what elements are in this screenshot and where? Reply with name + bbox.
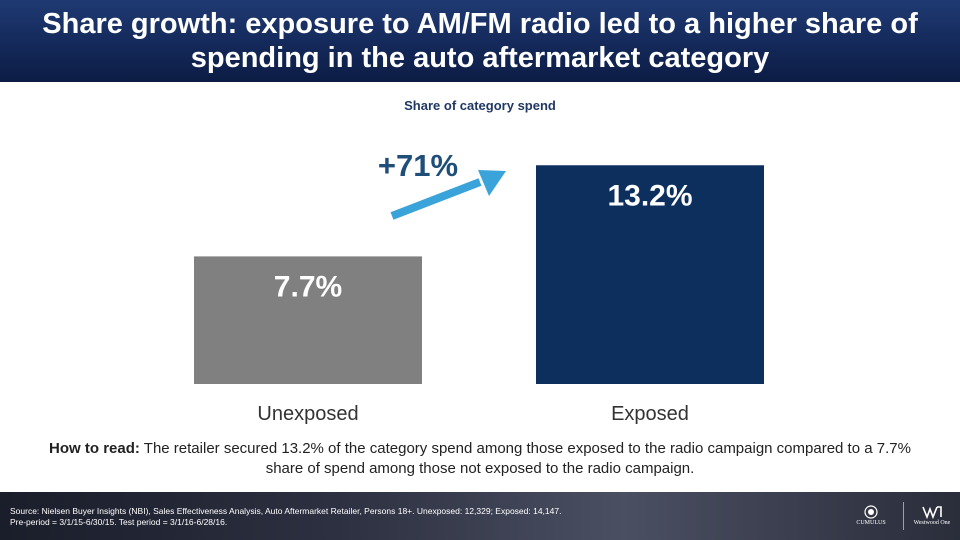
chart-title: Share of category spend (404, 98, 556, 113)
bar-exposed (536, 165, 764, 384)
how-to-read-label: How to read: (49, 440, 140, 457)
westwood-one-logo-text: Westwood One (913, 520, 951, 526)
how-to-read-note: How to read: The retailer secured 13.2% … (30, 439, 930, 479)
chart-area: Share of category spend 7.7% Unexposed 13.2… (0, 82, 960, 430)
data-label-unexposed: 7.7% (274, 270, 342, 303)
footer-bar: Source: Nielsen Buyer Insights (NBI), Sa… (0, 492, 960, 540)
growth-arrow-shaft (390, 178, 482, 220)
growth-annotation: +71% (378, 148, 458, 183)
source-line-1: Source: Nielsen Buyer Insights (NBI), Sa… (10, 506, 562, 516)
data-label-exposed: 13.2% (607, 179, 692, 212)
title-banner: Share growth: exposure to AM/FM radio le… (0, 0, 960, 82)
growth-arrow-head (478, 170, 506, 196)
category-label-unexposed: Unexposed (257, 403, 358, 425)
source-note: Source: Nielsen Buyer Insights (NBI), Sa… (10, 506, 790, 528)
cumulus-logo-text: CUMULUS (856, 520, 886, 526)
bar-chart: Share of category spend 7.7% Unexposed 13.2… (194, 98, 764, 425)
source-line-2: Pre-period = 3/1/15-6/30/15. Test period… (10, 517, 228, 527)
cumulus-logo: CUMULUS (846, 498, 896, 534)
page-title: Share growth: exposure to AM/FM radio le… (42, 8, 918, 74)
category-label-exposed: Exposed (611, 403, 689, 425)
bar-unexposed (194, 256, 422, 384)
how-to-read-text: The retailer secured 13.2% of the catego… (139, 440, 911, 477)
westwood-one-mark-icon (922, 506, 942, 519)
westwood-one-logo: Westwood One (908, 498, 956, 534)
logo-divider (903, 502, 904, 530)
cumulus-mark-icon (864, 505, 878, 519)
